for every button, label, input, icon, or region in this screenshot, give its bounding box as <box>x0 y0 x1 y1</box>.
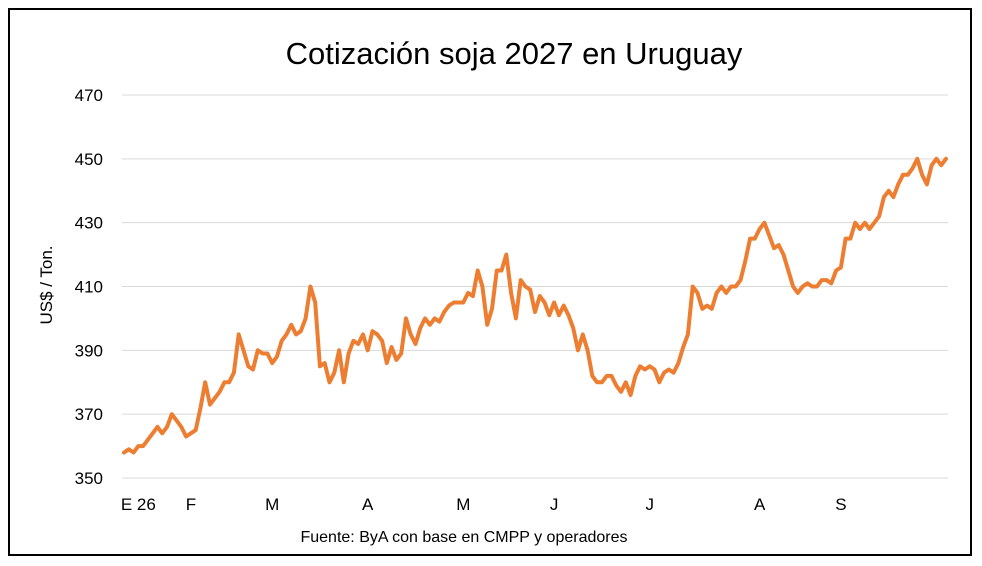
y-tick-label: 410 <box>75 278 103 297</box>
y-axis-label: US$ / Ton. <box>37 245 56 324</box>
gridlines <box>122 94 948 479</box>
y-tick-label: 430 <box>75 214 103 233</box>
chart-title: Cotización soja 2027 en Uruguay <box>286 36 743 71</box>
x-tick-label: S <box>835 495 846 514</box>
y-tick-label: 350 <box>75 469 103 488</box>
series-line <box>122 156 948 455</box>
y-axis-ticks: 350 370 390 410 430 450 470 <box>75 86 103 488</box>
y-tick-label: 470 <box>75 86 103 105</box>
x-tick-label: A <box>362 495 374 514</box>
x-tick-label: F <box>186 495 196 514</box>
x-tick-label: M <box>456 495 470 514</box>
source-note: Fuente: ByA con base en CMPP y operadore… <box>300 529 627 546</box>
x-tick-label: J <box>645 495 654 514</box>
chart-frame <box>8 8 972 556</box>
x-tick-label: M <box>265 495 279 514</box>
y-tick-label: 370 <box>75 405 103 424</box>
y-tick-label: 390 <box>75 341 103 360</box>
x-tick-label: A <box>754 495 766 514</box>
series-layer <box>122 156 948 455</box>
x-tick-label: J <box>550 495 559 514</box>
x-axis-ticks: E 26 F M A M J J A S <box>121 495 847 514</box>
y-tick-label: 450 <box>75 150 103 169</box>
x-tick-label: E 26 <box>121 495 156 514</box>
